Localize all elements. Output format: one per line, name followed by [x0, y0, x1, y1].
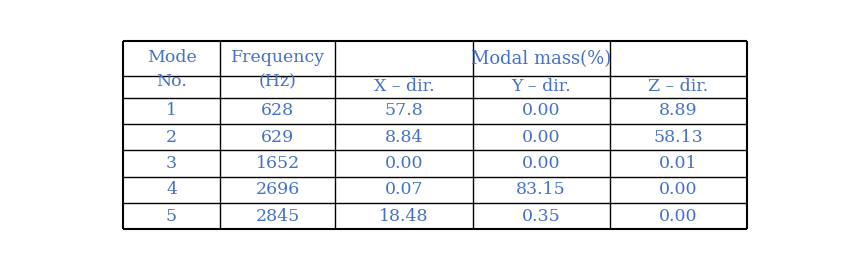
Text: 18.48: 18.48 — [380, 208, 429, 225]
Text: 0.07: 0.07 — [385, 181, 424, 198]
Text: 83.15: 83.15 — [516, 181, 566, 198]
Text: 0.00: 0.00 — [659, 208, 698, 225]
Text: 0.01: 0.01 — [659, 155, 698, 172]
Text: 8.89: 8.89 — [659, 102, 698, 120]
Text: 57.8: 57.8 — [385, 102, 424, 120]
Text: 1: 1 — [166, 102, 177, 120]
Text: 0.00: 0.00 — [522, 102, 560, 120]
Text: X – dir.: X – dir. — [374, 79, 434, 95]
Text: 0.00: 0.00 — [522, 129, 560, 146]
Text: 3: 3 — [166, 155, 177, 172]
Text: 1652: 1652 — [256, 155, 300, 172]
Text: 4: 4 — [166, 181, 177, 198]
Text: 628: 628 — [261, 102, 294, 120]
Text: 58.13: 58.13 — [654, 129, 703, 146]
Text: Z – dir.: Z – dir. — [649, 79, 709, 95]
Text: 2696: 2696 — [256, 181, 300, 198]
Text: Y – dir.: Y – dir. — [511, 79, 571, 95]
Text: Frequency
(Hz): Frequency (Hz) — [231, 49, 324, 91]
Text: 0.00: 0.00 — [522, 155, 560, 172]
Text: 2845: 2845 — [256, 208, 300, 225]
Text: 0.00: 0.00 — [385, 155, 423, 172]
Text: Mode
No.: Mode No. — [147, 49, 196, 91]
Text: 0.35: 0.35 — [522, 208, 560, 225]
Text: 0.00: 0.00 — [659, 181, 698, 198]
Text: 8.84: 8.84 — [385, 129, 423, 146]
Text: 2: 2 — [166, 129, 177, 146]
Text: Modal mass(%): Modal mass(%) — [471, 50, 611, 68]
Text: 629: 629 — [261, 129, 295, 146]
Text: 5: 5 — [166, 208, 177, 225]
